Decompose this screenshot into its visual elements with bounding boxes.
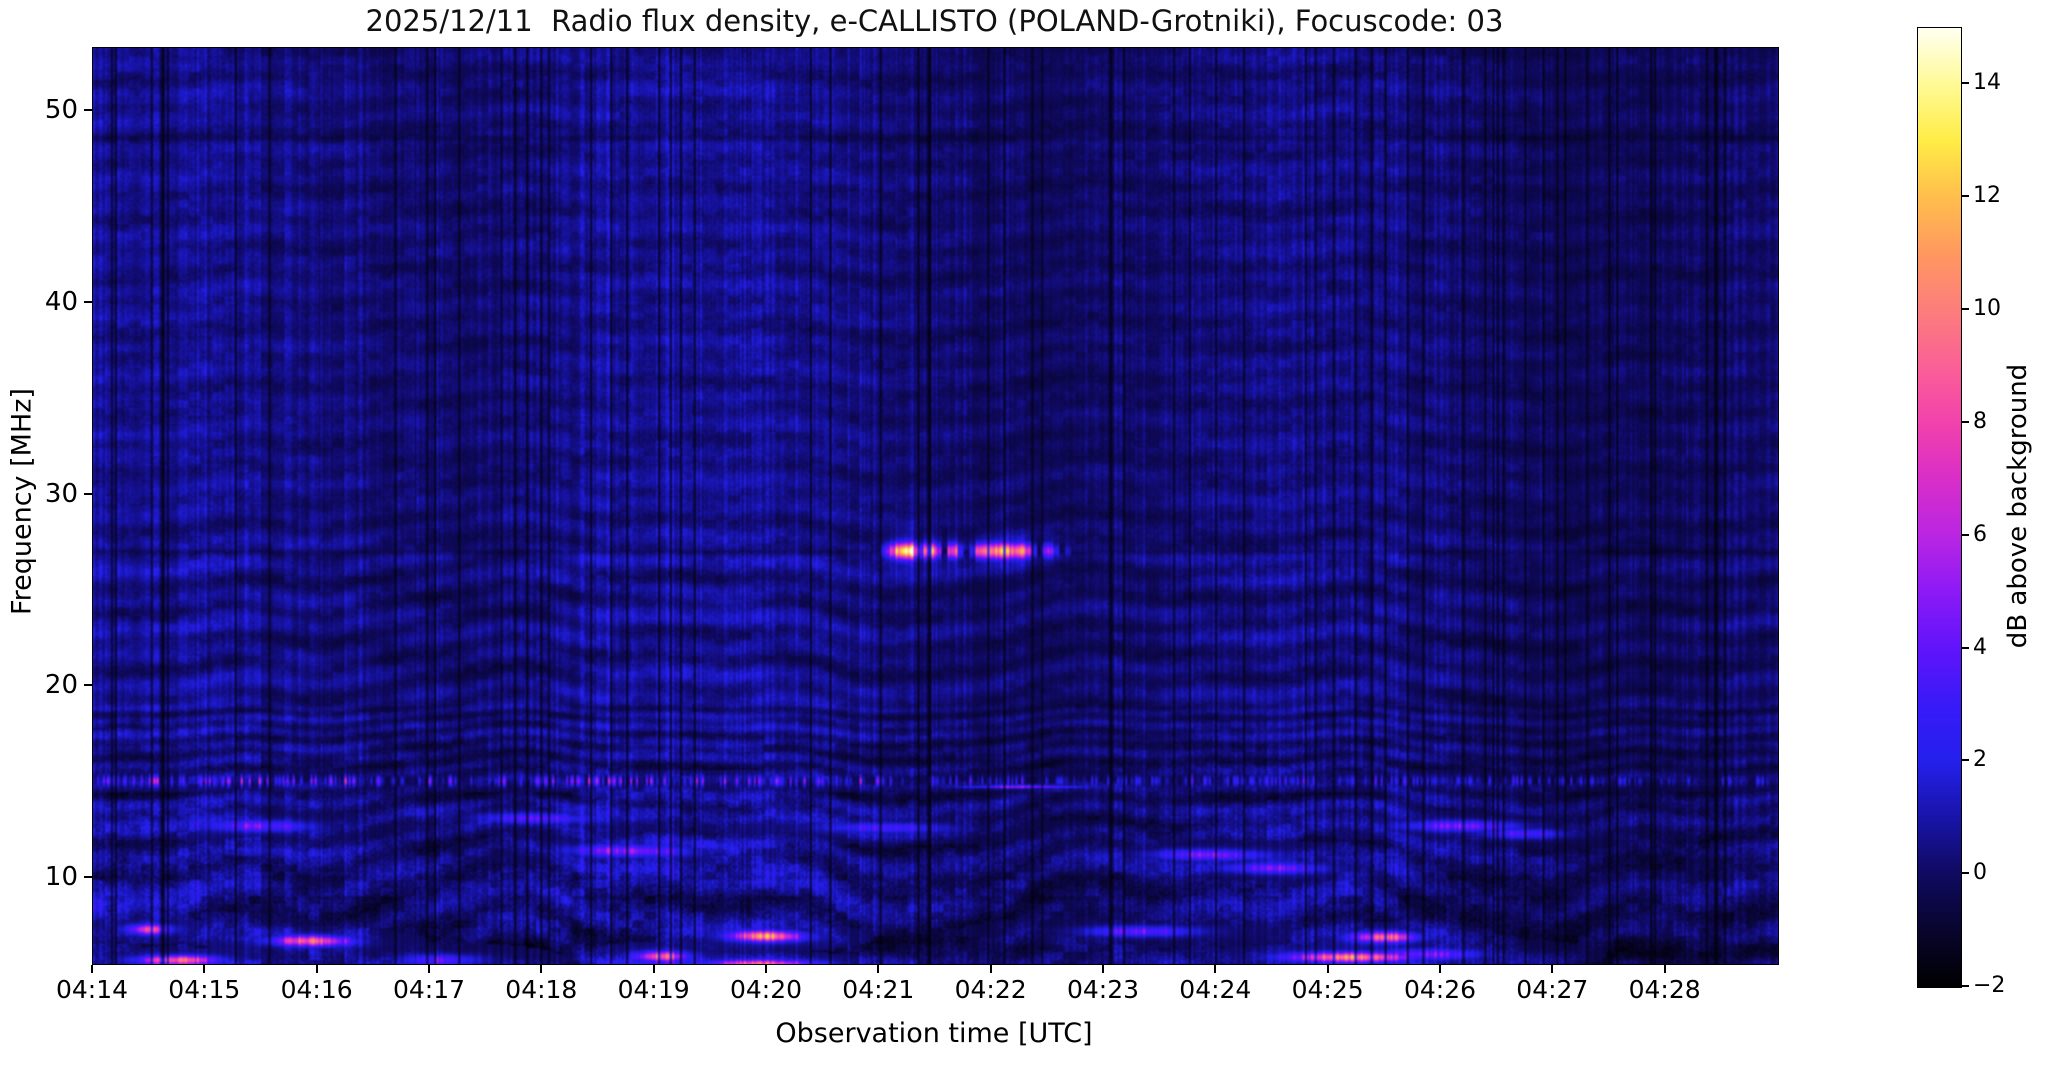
y-tick-label: 10 bbox=[44, 861, 78, 892]
x-axis-label: Observation time [UTC] bbox=[775, 1018, 1093, 1049]
x-tick-mark bbox=[428, 965, 430, 973]
x-tick-mark bbox=[91, 965, 93, 973]
x-tick-mark bbox=[1326, 965, 1329, 973]
y-tick-mark bbox=[84, 684, 92, 687]
x-tick-label: 04:15 bbox=[168, 975, 241, 1004]
x-tick-label: 04:22 bbox=[954, 975, 1027, 1004]
y-tick-label: 20 bbox=[44, 670, 78, 701]
x-tick-label: 04:23 bbox=[1066, 975, 1140, 1004]
colorbar bbox=[1917, 27, 1962, 988]
x-tick-mark bbox=[203, 965, 206, 973]
colorbar-tick-label: −2 bbox=[1973, 973, 2006, 998]
x-tick-label: 04:27 bbox=[1516, 975, 1589, 1004]
colorbar-tick-mark bbox=[1962, 759, 1969, 762]
x-tick-mark bbox=[1102, 965, 1104, 973]
x-tick-label: 04:26 bbox=[1403, 975, 1477, 1004]
colorbar-tick-mark bbox=[1962, 420, 1969, 423]
colorbar-tick-mark bbox=[1962, 646, 1969, 649]
colorbar-tick-mark bbox=[1962, 195, 1969, 198]
x-tick-label: 04:21 bbox=[842, 975, 915, 1004]
x-tick-label: 04:14 bbox=[55, 975, 129, 1004]
colorbar-label: dB above background bbox=[2003, 363, 2033, 649]
x-tick-label: 04:18 bbox=[505, 975, 578, 1004]
spectrogram-canvas bbox=[93, 48, 1778, 964]
colorbar-tick-label: 0 bbox=[1973, 860, 1987, 886]
y-tick-mark bbox=[84, 492, 92, 495]
y-tick-mark bbox=[84, 109, 92, 112]
colorbar-tick-label: 10 bbox=[1973, 296, 2001, 322]
x-tick-mark bbox=[652, 965, 655, 973]
x-tick-mark bbox=[540, 965, 543, 973]
colorbar-tick-mark bbox=[1962, 985, 1969, 987]
x-tick-mark bbox=[877, 965, 880, 973]
y-tick-label: 40 bbox=[44, 286, 78, 317]
x-tick-label: 04:28 bbox=[1628, 975, 1701, 1004]
colorbar-tick-mark bbox=[1962, 872, 1969, 875]
x-tick-mark bbox=[1663, 965, 1666, 973]
x-tick-mark bbox=[765, 965, 767, 973]
x-tick-mark bbox=[1439, 965, 1441, 973]
x-tick-label: 04:25 bbox=[1291, 975, 1364, 1004]
x-tick-label: 04:17 bbox=[392, 975, 466, 1004]
x-tick-mark bbox=[989, 965, 992, 973]
colorbar-tick-label: 6 bbox=[1973, 521, 1987, 547]
colorbar-tick-label: 14 bbox=[1973, 70, 2001, 96]
x-tick-mark bbox=[315, 965, 318, 973]
y-tick-label: 30 bbox=[44, 478, 78, 509]
colorbar-tick-label: 12 bbox=[1973, 183, 2001, 209]
y-tick-mark bbox=[84, 300, 92, 303]
spectrogram-plot bbox=[92, 47, 1779, 965]
y-tick-label: 50 bbox=[44, 95, 78, 126]
x-tick-mark bbox=[1551, 965, 1554, 973]
x-tick-label: 04:16 bbox=[280, 975, 353, 1004]
colorbar-tick-label: 4 bbox=[1973, 634, 1987, 660]
colorbar-tick-label: 8 bbox=[1973, 408, 1987, 434]
x-tick-mark bbox=[1214, 965, 1217, 973]
chart-title: 2025/12/11 Radio flux density, e-CALLIST… bbox=[365, 4, 1504, 38]
colorbar-tick-mark bbox=[1962, 533, 1969, 536]
y-tick-mark bbox=[84, 875, 92, 878]
x-tick-label: 04:20 bbox=[729, 975, 803, 1004]
colorbar-tick-mark bbox=[1962, 82, 1969, 85]
colorbar-tick-mark bbox=[1962, 308, 1969, 311]
x-tick-label: 04:19 bbox=[617, 975, 690, 1004]
x-tick-label: 04:24 bbox=[1179, 975, 1252, 1004]
colorbar-tick-label: 2 bbox=[1973, 747, 1987, 773]
